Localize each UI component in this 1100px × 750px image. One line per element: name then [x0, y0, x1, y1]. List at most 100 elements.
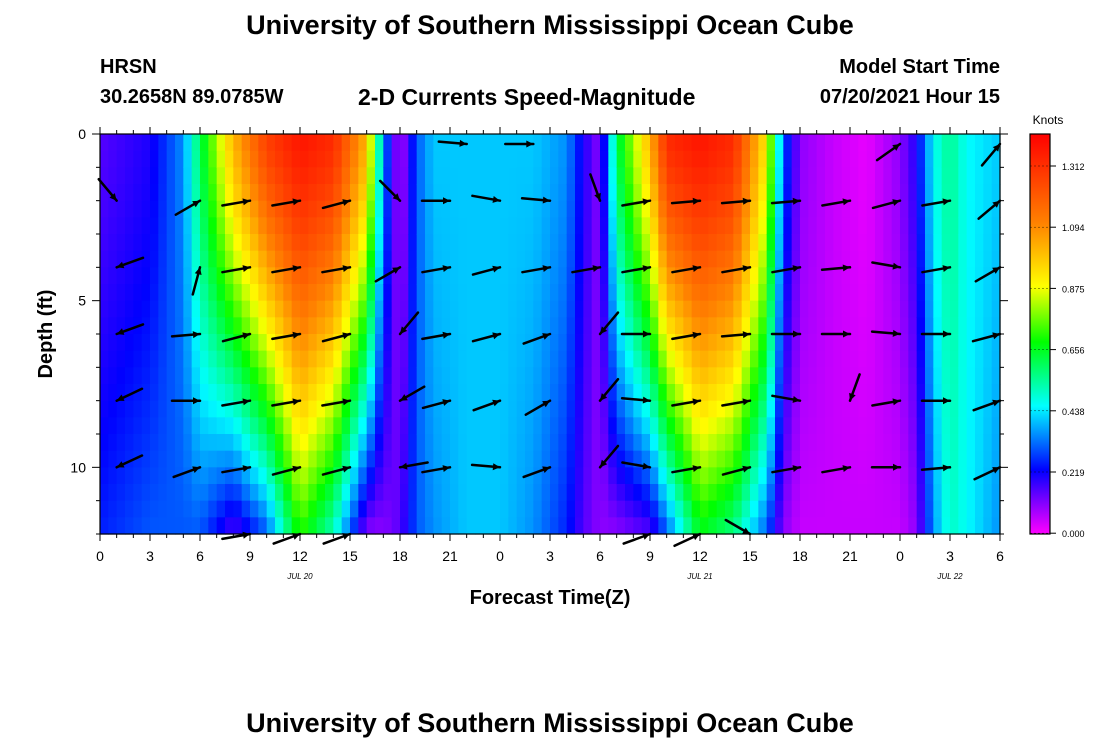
heatmap-cell: [683, 234, 693, 252]
heatmap-cell: [625, 134, 634, 152]
heatmap-cell: [908, 300, 918, 318]
heatmap-cell: [925, 200, 934, 218]
heatmap-cell: [508, 200, 518, 218]
heatmap-cell: [158, 284, 168, 302]
heatmap-cell: [550, 200, 559, 218]
heatmap-cell: [400, 217, 409, 235]
heatmap-cell: [283, 300, 293, 318]
heatmap-cell: [608, 517, 618, 535]
heatmap-cell: [983, 184, 993, 202]
heatmap-cell: [900, 450, 909, 468]
heatmap-cell: [200, 184, 209, 202]
heatmap-cell: [900, 434, 909, 452]
heatmap-cell: [500, 184, 509, 202]
heatmap-cell: [725, 417, 734, 435]
heatmap-cell: [375, 250, 384, 268]
heatmap-cell: [266, 334, 276, 352]
heatmap-cell: [508, 400, 518, 418]
heatmap-cell: [991, 200, 1001, 218]
current-vector: [721, 465, 752, 476]
heatmap-cell: [600, 217, 609, 235]
heatmap-cell: [450, 384, 459, 402]
heatmap-cell: [283, 434, 293, 452]
heatmap-cell: [858, 467, 868, 485]
heatmap-cell: [150, 267, 159, 285]
heatmap-cell: [183, 400, 193, 418]
heatmap-cell: [133, 267, 143, 285]
heatmap-cell: [175, 234, 184, 252]
heatmap-cell: [666, 500, 676, 518]
heatmap-cell: [116, 484, 126, 502]
heatmap-cell: [133, 384, 143, 402]
heatmap-cell: [575, 217, 584, 235]
heatmap-cell: [883, 384, 893, 402]
heatmap-cell: [691, 300, 701, 318]
heatmap-cell: [808, 400, 818, 418]
heatmap-cell: [333, 384, 343, 402]
heatmap-cell: [891, 234, 901, 252]
heatmap-cell: [833, 367, 843, 385]
heatmap-cell: [725, 350, 734, 368]
heatmap-cell: [625, 267, 634, 285]
heatmap-cell: [591, 217, 601, 235]
heatmap-cell: [200, 150, 209, 168]
heatmap-cell: [966, 367, 976, 385]
heatmap-cell: [291, 484, 301, 502]
heatmap-cell: [683, 434, 693, 452]
heatmap-cell: [141, 450, 151, 468]
heatmap-cell: [675, 217, 684, 235]
heatmap-cell: [375, 400, 384, 418]
heatmap-cell: [783, 417, 793, 435]
heatmap-cell: [166, 467, 176, 485]
heatmap-cell: [400, 200, 409, 218]
heatmap-cell: [975, 167, 984, 185]
heatmap-cell: [483, 317, 493, 335]
heatmap-cell: [225, 200, 234, 218]
heatmap-cell: [950, 234, 959, 252]
current-vector: [174, 199, 202, 216]
heatmap-cell: [358, 234, 368, 252]
heatmap-cell: [575, 500, 584, 518]
heatmap-cell: [316, 184, 326, 202]
heatmap-cell: [291, 267, 301, 285]
heatmap-cell: [500, 367, 509, 385]
heatmap-cell: [408, 400, 418, 418]
heatmap-cell: [141, 200, 151, 218]
heatmap-cell: [391, 167, 401, 185]
heatmap-cell: [716, 250, 726, 268]
heatmap-cell: [233, 217, 243, 235]
heatmap-cell: [200, 250, 209, 268]
heatmap-cell: [200, 234, 209, 252]
heatmap-cell: [475, 184, 484, 202]
heatmap-cell: [791, 284, 801, 302]
heatmap-cell: [641, 234, 651, 252]
heatmap-cell: [666, 367, 676, 385]
heatmap-cell: [333, 334, 343, 352]
heatmap-cell: [675, 350, 684, 368]
heatmap-cell: [633, 517, 643, 535]
heatmap-cell: [183, 500, 193, 518]
heatmap-cell: [725, 200, 734, 218]
heatmap-cell: [400, 484, 409, 502]
current-vector: [598, 377, 620, 402]
heatmap-cell: [725, 167, 734, 185]
heatmap-cell: [958, 417, 968, 435]
heatmap-cell: [358, 217, 368, 235]
heatmap-cell: [291, 217, 301, 235]
heatmap-cell: [975, 284, 984, 302]
current-vector: [621, 198, 652, 207]
current-vector: [871, 261, 902, 270]
heatmap-cell: [416, 150, 426, 168]
heatmap-cell: [950, 484, 959, 502]
heatmap-cell: [291, 134, 301, 152]
heatmap-cell: [141, 434, 151, 452]
heatmap-cell: [341, 350, 351, 368]
heatmap-cell: [966, 467, 976, 485]
heatmap-cell: [491, 384, 501, 402]
heatmap-cell: [783, 300, 793, 318]
heatmap-cell: [733, 500, 743, 518]
heatmap-cell: [433, 350, 443, 368]
heatmap-cell: [216, 350, 226, 368]
heatmap-cell: [208, 200, 218, 218]
heatmap-cell: [725, 434, 734, 452]
